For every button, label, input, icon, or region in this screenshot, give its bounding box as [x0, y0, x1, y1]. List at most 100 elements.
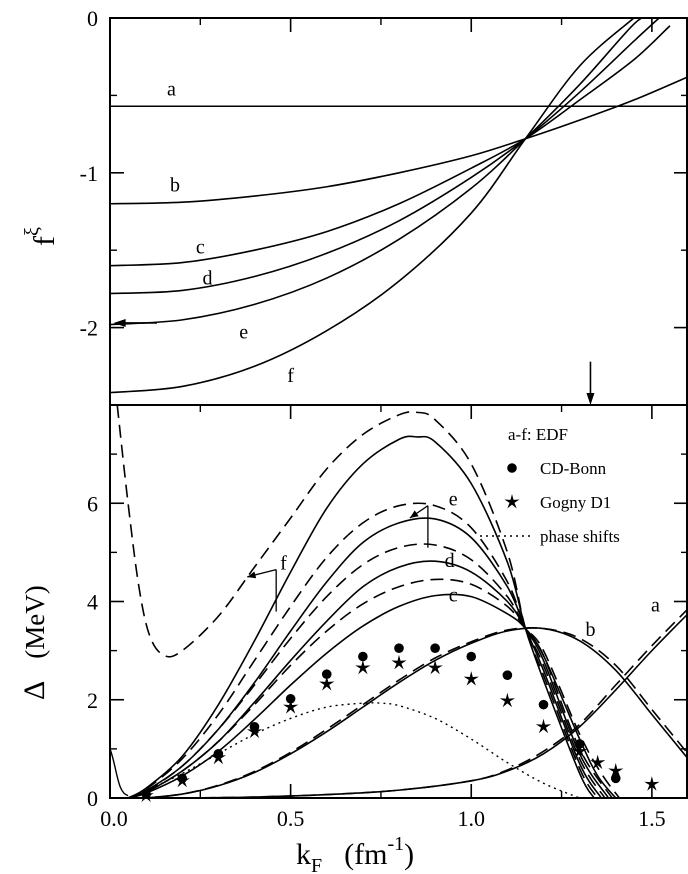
top-curve-labels: a b cd e f	[167, 78, 294, 386]
bottom-points	[138, 643, 660, 803]
cd-bonn-point	[394, 643, 404, 653]
bottom-curve-label-c: c	[449, 585, 458, 607]
cd-bonn-point	[321, 669, 332, 680]
legend: a-f: EDF CD-Bonn Gogny D1 phase shifts	[480, 425, 620, 546]
bottom-curve-label-f: f	[280, 553, 287, 575]
top-curve-label-c: c	[196, 236, 205, 258]
bottom-curve-label-a: a	[651, 594, 660, 616]
cd-bonn-point	[466, 651, 477, 662]
bottom-x-axis-title-unit-superscript: -1	[387, 833, 404, 855]
cd-bonn-point	[502, 670, 513, 680]
cd-bonn-point	[358, 651, 368, 662]
cd-bonn-point	[430, 643, 440, 653]
top-curves	[110, 18, 688, 394]
bottom-ytick-label: 6	[87, 491, 98, 516]
top-curve-d	[110, 18, 660, 295]
top-curve-label-f: f	[287, 365, 294, 387]
legend-marker-gogny	[504, 494, 520, 509]
gogny-d1-point	[319, 676, 335, 691]
bottom-x-axis-title-unit-close: )	[404, 838, 414, 871]
top-y-axis-title-main: f	[28, 236, 61, 246]
gogny-d1-point	[535, 718, 552, 734]
gogny-d1-point	[210, 749, 226, 765]
arrow-to-x-axis-head	[586, 393, 595, 405]
gogny-d1-point	[391, 654, 407, 670]
bottom-curve-dashed-a	[182, 608, 688, 798]
gogny-d1-point	[590, 754, 606, 770]
top-axis-ticks: 0 -1 -2	[80, 6, 688, 406]
legend-entry: phase shifts	[540, 527, 620, 546]
bottom-annotations	[247, 505, 429, 612]
gogny-d1-point	[463, 671, 479, 686]
top-annotations	[113, 318, 595, 405]
bottom-curve-dashed-e	[127, 502, 606, 798]
bottom-curve-labels: a b cd e f	[280, 489, 660, 641]
top-panel-frame	[109, 17, 688, 406]
top-ytick-label: 0	[87, 6, 98, 31]
legend-entry: Gogny D1	[540, 493, 611, 512]
top-curve-e	[110, 18, 649, 326]
gogny-d1-point	[608, 762, 624, 778]
gogny-d1-point	[246, 723, 263, 739]
top-ytick-label: -2	[80, 316, 98, 341]
bottom-panel: 0 2 4 6 0.0 0.5 1.0 1.5 a b cd e f a-f: EDF CD-Bonn G…	[18, 404, 688, 874]
bottom-curve-label-b: b	[585, 619, 595, 641]
bottom-ytick-label: 2	[87, 688, 98, 713]
bottom-curve-solid-d	[127, 560, 610, 798]
bottom-y-axis-title-symbol: Δ	[18, 681, 51, 700]
bottom-low-kf-spike	[110, 748, 129, 797]
gogny-d1-point	[572, 743, 588, 758]
bottom-curve-dashed-f	[116, 405, 599, 798]
top-curve-c	[110, 25, 671, 267]
gogny-d1-point	[355, 659, 371, 675]
cd-bonn-point	[285, 693, 296, 704]
legend-entry: a-f: EDF	[508, 425, 568, 444]
gogny-d1-point	[138, 787, 154, 803]
bottom-curve-label-e: e	[449, 489, 458, 511]
bottom-y-axis-title-unit: (MeV)	[20, 585, 50, 658]
bottom-curves	[110, 405, 688, 798]
bottom-xtick-label: 1.5	[638, 806, 666, 831]
top-curve-label-d: d	[203, 267, 213, 289]
bottom-xtick-label: 1.0	[458, 806, 486, 831]
bottom-xtick-label: 0.0	[100, 806, 128, 831]
bottom-arrow-head-e	[409, 510, 419, 518]
top-curve-f	[110, 18, 635, 394]
top-curve-label-a: a	[167, 78, 176, 100]
top-curve-b	[110, 76, 688, 205]
gogny-d1-point	[499, 692, 515, 708]
bottom-curve-solid-c	[127, 593, 617, 798]
gogny-d1-point	[427, 659, 443, 675]
bottom-curve-label-d: d	[445, 550, 455, 572]
bottom-axis-ticks: 0 2 4 6 0.0 0.5 1.0 1.5	[87, 405, 688, 831]
bottom-ytick-label: 0	[87, 786, 98, 811]
gogny-d1-point	[644, 776, 660, 791]
bottom-curve-solid-b	[146, 627, 688, 798]
bottom-ytick-label: 4	[87, 590, 98, 615]
top-ytick-label: -1	[80, 161, 98, 186]
top-curve-label-e: e	[239, 321, 248, 343]
bottom-arrow-head-f	[247, 571, 257, 579]
legend-entry: CD-Bonn	[540, 459, 607, 478]
bottom-x-axis-title-subscript: F	[311, 855, 322, 874]
bottom-x-axis-title: kF (fm-1)	[296, 833, 414, 874]
gogny-d1-point	[283, 699, 299, 714]
cd-bonn-point	[538, 699, 549, 710]
gogny-d1-point	[174, 772, 190, 788]
bottom-curve-dashed-b	[146, 626, 688, 798]
bottom-curve-phase-shifts	[127, 702, 580, 798]
top-y-axis-title-superscript: ξ	[21, 227, 43, 236]
top-curve-label-b: b	[170, 174, 180, 196]
legend-marker-cd-bonn	[507, 463, 517, 473]
bottom-curve-solid-f	[127, 435, 595, 798]
arrow-to-y-axis-head	[113, 318, 126, 327]
top-y-axis-title: fξ	[21, 227, 61, 246]
bottom-curve-dashed-c	[127, 578, 621, 798]
bottom-x-axis-title-main: k	[296, 838, 311, 871]
bottom-curve-dashed-d	[127, 543, 613, 798]
bottom-y-axis-title: Δ (MeV)	[18, 585, 51, 700]
bottom-xtick-label: 0.5	[277, 806, 305, 831]
cd-bonn-point	[610, 773, 621, 784]
